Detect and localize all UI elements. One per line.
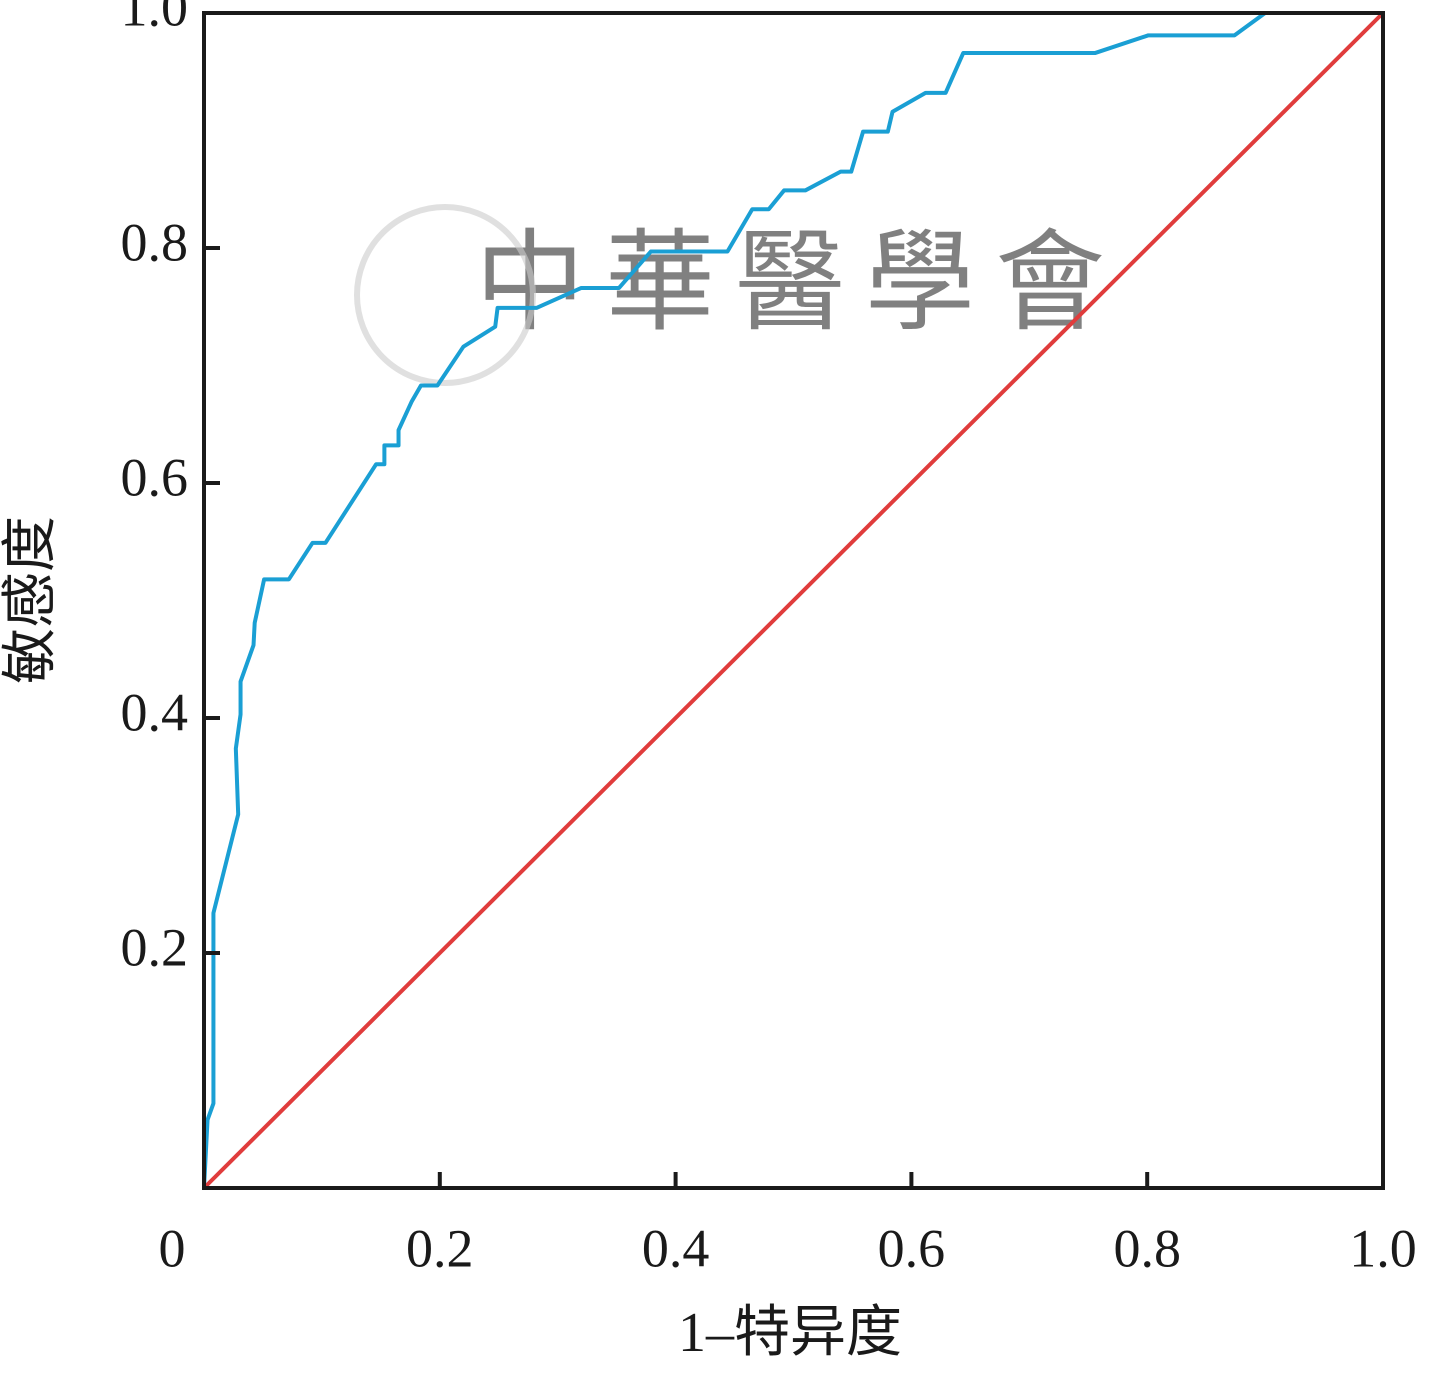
x-tick-label: 1.0 [1349, 1218, 1417, 1278]
y-tick-label: 0.2 [121, 917, 189, 977]
watermark: 中華醫學會 [475, 222, 1125, 344]
x-tick-label: 0.4 [642, 1218, 710, 1278]
plot-frame [202, 11, 1385, 1190]
x-tick-label: 0.6 [878, 1218, 946, 1278]
x-tick-label: 0.2 [406, 1218, 474, 1278]
roc-line [202, 11, 1383, 1189]
x-tick-label: 0.8 [1113, 1218, 1181, 1278]
y-tick-label: 0.4 [121, 682, 189, 742]
y-axis-title: 敏感度 [0, 516, 62, 684]
y-tick-label: 0.6 [121, 447, 189, 507]
roc-line [202, 11, 1385, 1190]
y-tick-label: 1.0 [121, 0, 189, 37]
x-axis-title: 1–特异度 [678, 1302, 902, 1364]
x-tick-label: 0 [159, 1218, 186, 1278]
y-tick-label: 0.8 [121, 212, 189, 272]
watermark-seal [354, 204, 536, 386]
